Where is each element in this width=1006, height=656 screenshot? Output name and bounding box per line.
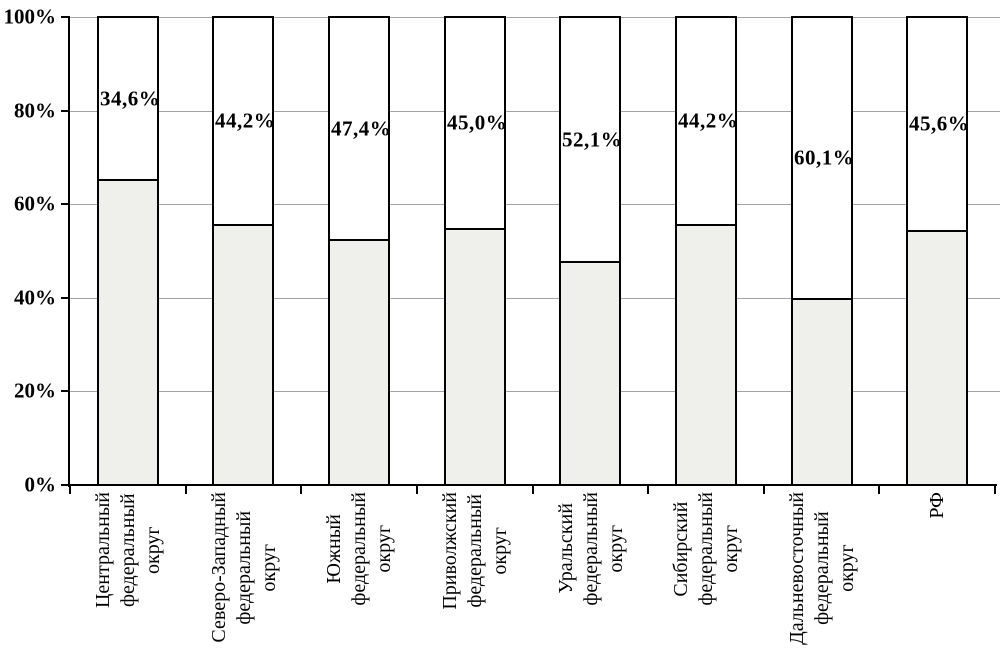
x-category-label: Северо-Западный федеральный округ [207, 492, 280, 643]
y-tick-label: 20% [14, 378, 56, 403]
x-tick [416, 484, 418, 494]
bar-value-label: 47,4% [331, 116, 392, 141]
bar-bottom-segment [446, 228, 504, 484]
y-gridline-80 [70, 111, 1000, 112]
x-tick [532, 484, 534, 494]
y-tick-label: 60% [14, 191, 56, 216]
bar-bottom-segment [561, 261, 619, 484]
bar-bottom-segment [330, 239, 388, 484]
bar-0 [97, 16, 159, 486]
x-category-cell: Приволжский федеральный округ [417, 492, 533, 656]
x-category-label: РФ [925, 492, 948, 519]
y-tick-label: 80% [14, 98, 56, 123]
x-category-cell: Уральский федеральный округ [533, 492, 649, 656]
y-tick-100 [61, 16, 70, 18]
y-gridline-40 [70, 298, 1000, 299]
y-gridline-100 [70, 17, 1000, 18]
bar-value-label: 45,6% [909, 111, 970, 136]
x-category-cell: Южный федеральный округ [301, 492, 417, 656]
x-tick [647, 484, 649, 494]
x-tick [763, 484, 765, 494]
x-category-cell: Сибирский федеральный округ [648, 492, 764, 656]
y-tick-40 [61, 297, 70, 299]
bar-bottom-segment [908, 230, 966, 484]
bar-bottom-segment [214, 224, 272, 484]
x-category-label: Центральный федеральный округ [91, 492, 164, 609]
y-tick-80 [61, 110, 70, 112]
bar-1 [212, 16, 274, 486]
x-tick [185, 484, 187, 494]
bar-bottom-segment [677, 224, 735, 484]
x-category-cell: Дальневосточный федеральный округ [764, 492, 880, 656]
bar-bottom-segment [99, 179, 157, 484]
x-tick [69, 484, 71, 494]
y-axis [68, 16, 70, 487]
bar-bottom-segment [793, 298, 851, 484]
bar-value-label: 60,1% [794, 145, 855, 170]
x-tick [878, 484, 880, 494]
y-tick-0 [61, 484, 70, 486]
x-category-label: Уральский федеральный округ [554, 492, 627, 606]
x-category-label: Дальневосточный федеральный округ [785, 492, 858, 645]
bar-value-label: 44,2% [678, 108, 739, 133]
bar-2 [328, 16, 390, 486]
bar-value-label: 44,2% [215, 108, 276, 133]
x-category-label: Приволжский федеральный округ [438, 492, 511, 610]
x-tick [300, 484, 302, 494]
bar-7 [906, 16, 968, 486]
x-tick [994, 484, 996, 494]
y-gridline-20 [70, 391, 1000, 392]
y-tick-60 [61, 203, 70, 205]
bar-6 [791, 16, 853, 486]
y-tick-label: 0% [24, 472, 57, 497]
x-category-cell: Центральный федеральный округ [70, 492, 186, 656]
x-category-label: Южный федеральный округ [322, 492, 395, 606]
x-category-label: Сибирский федеральный округ [669, 492, 742, 606]
y-tick-label: 40% [14, 285, 56, 310]
y-gridline-60 [70, 204, 1000, 205]
x-category-cell: Северо-Западный федеральный округ [186, 492, 302, 656]
bar-value-label: 34,6% [100, 86, 161, 111]
y-tick-20 [61, 390, 70, 392]
bar-4 [559, 16, 621, 486]
y-tick-label: 100% [3, 4, 57, 29]
bar-5 [675, 16, 737, 486]
x-category-cell: РФ [879, 492, 995, 656]
bar-value-label: 52,1% [562, 127, 623, 152]
bar-value-label: 45,0% [447, 110, 508, 135]
bar-3 [444, 16, 506, 486]
